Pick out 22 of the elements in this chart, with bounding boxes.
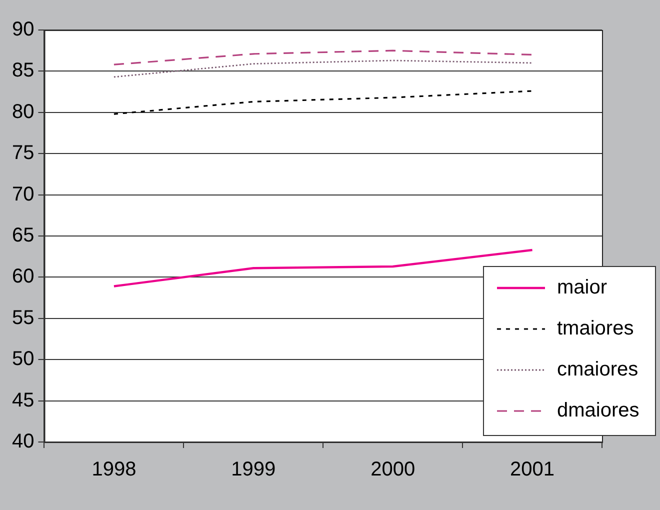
y-tick-label: 75 [12,142,34,164]
y-tick-label: 70 [12,183,34,206]
legend-label: dmaiores [557,400,640,422]
y-tick-label: 45 [12,389,34,412]
y-tick-label: 90 [12,18,34,41]
y-tick-label: 65 [12,224,34,247]
y-tick-label: 55 [12,306,34,329]
x-tick-label: 2000 [370,458,416,481]
line-series [113,50,534,66]
line-series [113,90,534,115]
y-tick-label: 85 [12,60,34,82]
x-tick-label: 1998 [92,458,136,481]
legend-label: tmaiores [557,318,634,340]
y-tick-label: 40 [12,430,34,453]
legend-label: maior [557,276,608,299]
legend-label: cmaiores [557,358,638,381]
y-tick-label: 80 [12,100,34,123]
y-tick-label: 60 [12,266,34,288]
line-series [113,60,533,78]
x-tick-label: 1999 [231,458,276,481]
y-tick-label: 50 [12,348,34,370]
x-tick-label: 2001 [510,458,555,481]
